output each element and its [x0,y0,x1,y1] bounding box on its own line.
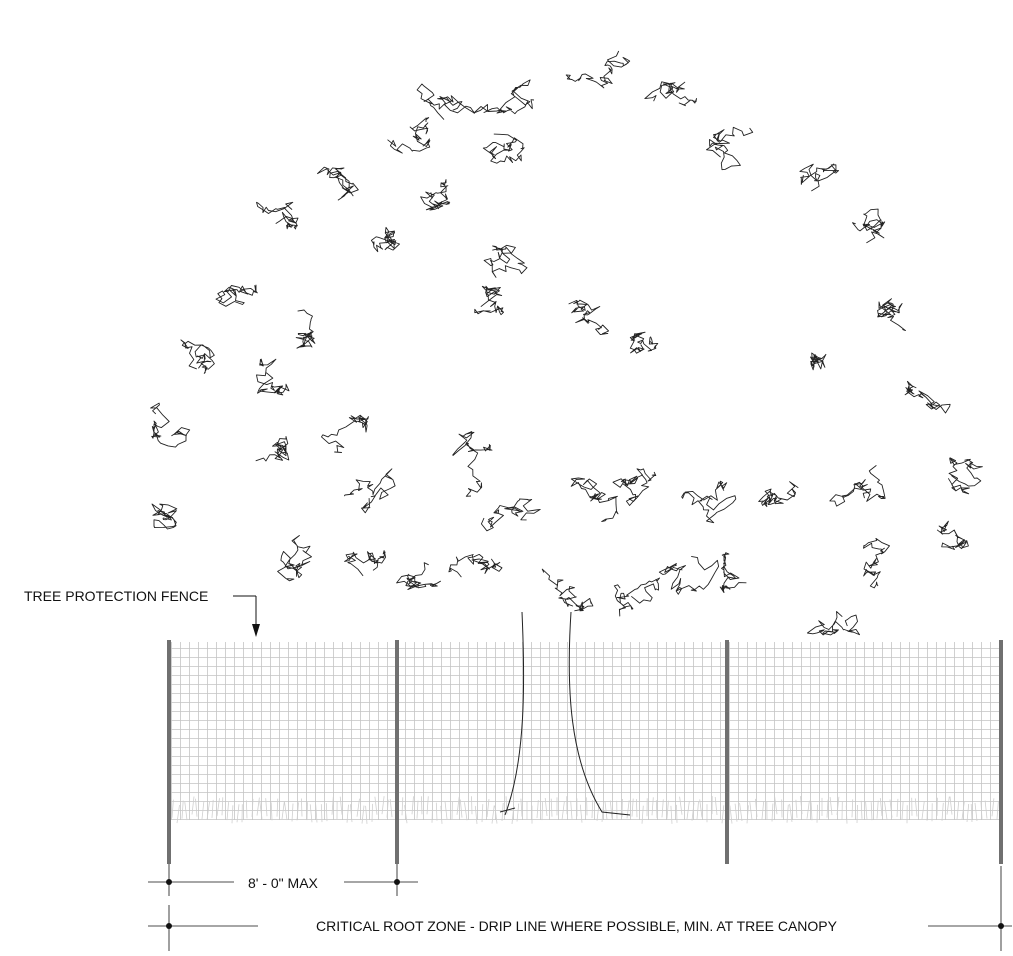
canopy-stroke-25 [629,331,659,354]
fence-callout-leader [233,595,257,628]
canopy-stroke-8 [180,339,215,374]
canopy-stroke-19 [420,179,451,211]
fence-callout-arrow [252,624,260,637]
fence-panel-2 [399,642,725,820]
canopy-stroke-27 [256,358,290,396]
fence-post-4 [999,640,1003,864]
canopy-stroke-47 [396,562,441,591]
canopy-stroke-45 [719,552,747,594]
canopy-stroke-22 [483,244,528,278]
grass-edge [171,796,999,824]
canopy-stroke-3 [416,83,476,120]
canopy-stroke-9 [150,402,191,448]
canopy-stroke-20 [370,226,400,253]
canopy-stroke-46 [806,611,861,636]
canopy-stroke-32 [277,535,312,582]
canopy-stroke-10 [151,503,178,530]
canopy-stroke-13 [799,163,840,192]
canopy-stroke-28 [810,352,827,371]
canopy-stroke-35 [480,498,541,532]
canopy-stroke-23 [474,285,504,316]
canopy-stroke-43 [863,537,890,589]
canopy-stroke-40 [681,480,737,524]
canopy-stroke-39 [612,468,657,506]
canopy-stroke-11 [644,81,697,107]
fence-panel-3 [729,642,999,820]
dimension-tick-left [166,879,172,885]
canopy-stroke-38 [541,568,594,612]
canopy-stroke-41 [758,481,799,508]
canopy-stroke-37 [448,553,503,578]
dimension-tick-right [394,879,400,885]
canopy-stroke-34 [452,431,493,497]
canopy-stroke-12 [706,126,754,171]
canopy-stroke-44 [658,555,720,595]
fence-panel-1 [171,642,396,820]
fence-posts [167,640,1003,864]
canopy-stroke-29 [255,436,290,462]
canopy-stroke-16 [904,380,951,414]
canopy-stroke-2 [473,79,535,115]
canopy-stroke-18 [936,520,969,550]
canopy-stroke-48 [613,577,661,617]
canopy-stroke-7 [215,284,258,307]
canopy-stroke-5 [317,166,359,201]
root-zone-tick-left [166,923,172,929]
grass-strokes [171,796,999,824]
canopy-stroke-1 [565,50,631,89]
canopy-stroke-15 [877,298,906,332]
fence-post-1 [167,640,171,864]
canopy-stroke-17 [947,457,983,495]
tree-trunk [499,611,631,816]
canopy-stroke-4 [387,117,431,154]
canopy-stroke-6 [256,201,299,230]
canopy-stroke-21 [482,133,525,164]
post-spacing-label: 8' - 0" MAX [248,875,318,891]
root-zone-label: CRITICAL ROOT ZONE - DRIP LINE WHERE POS… [316,918,837,934]
fence-mesh [171,642,999,820]
canopy-stroke-26 [295,309,316,349]
root-zone-tick-right [998,923,1004,929]
canopy-stroke-30 [321,414,369,453]
canopy-stroke-36 [570,477,619,522]
tree-canopy [150,50,983,636]
fence-post-2 [395,640,399,864]
canopy-stroke-14 [852,208,886,244]
canopy-stroke-42 [829,465,886,507]
canopy-stroke-33 [344,550,387,577]
canopy-stroke-31 [343,468,396,514]
canopy-stroke-24 [568,299,610,336]
fence-post-3 [725,640,729,864]
fence-callout-label: TREE PROTECTION FENCE [24,588,209,604]
